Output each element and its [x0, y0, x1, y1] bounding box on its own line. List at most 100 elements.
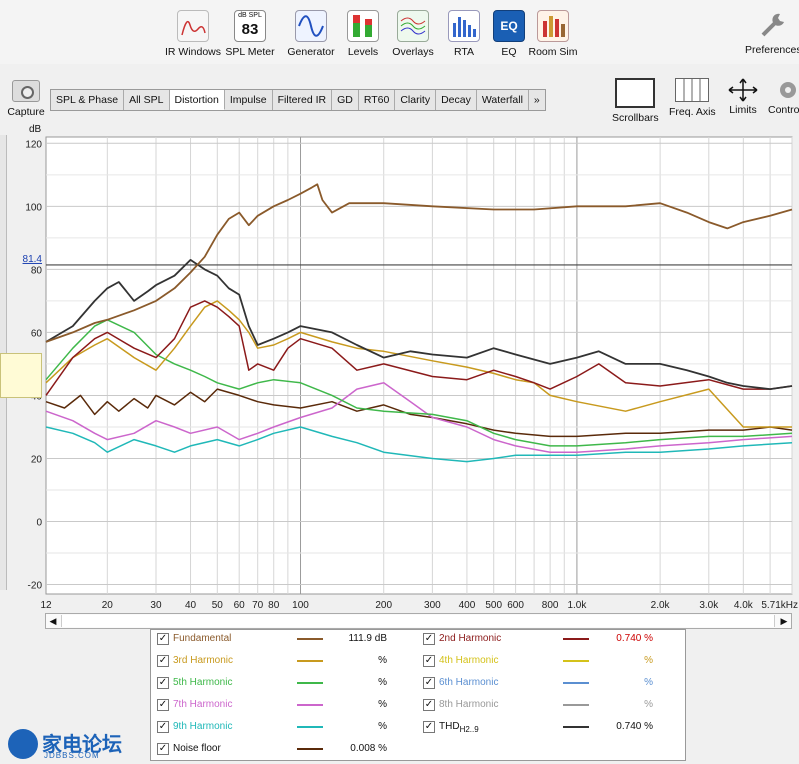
legend-row-9th-harmonic[interactable]: ✓ 9th Harmonic %	[151, 718, 413, 738]
tab-more[interactable]: »	[533, 94, 540, 106]
legend-label: 2nd Harmonic	[439, 633, 502, 644]
checkbox-8th-harmonic[interactable]: ✓	[423, 699, 435, 711]
checkbox-thd[interactable]: ✓	[423, 721, 435, 733]
spl-meter-button[interactable]: dB SPL 83 SPL Meter	[219, 10, 281, 58]
spl-meter-icon: dB SPL 83	[234, 10, 266, 42]
distortion-chart[interactable]: 120100806040200-201220304050607080100200…	[0, 133, 799, 611]
y-axis-unit: dB	[29, 124, 42, 135]
legend-swatch	[563, 638, 589, 640]
rta-icon	[448, 10, 480, 42]
legend-swatch	[297, 682, 323, 684]
legend-swatch	[563, 704, 589, 706]
horizontal-scrollbar[interactable]: ◀ ▶	[45, 613, 792, 629]
legend-swatch	[297, 748, 323, 750]
limits-button[interactable]: Limits	[727, 78, 759, 116]
checkbox-3rd-harmonic[interactable]: ✓	[157, 655, 169, 667]
x-tick-label: 100	[292, 600, 309, 611]
scrollbars-label: Scrollbars	[612, 112, 659, 124]
generator-button[interactable]: Generator	[280, 10, 342, 58]
room-sim-icon	[537, 10, 569, 42]
checkbox-fundamental[interactable]: ✓	[157, 633, 169, 645]
checkbox-4th-harmonic[interactable]: ✓	[423, 655, 435, 667]
tab-rt60[interactable]: RT60	[359, 90, 396, 110]
preferences-label: Preferences	[745, 44, 799, 56]
x-tick-label: 3.0k	[699, 600, 719, 611]
scroll-left-arrow-icon[interactable]: ◀	[49, 616, 57, 626]
legend-swatch	[563, 726, 589, 728]
eq-icon: EQ	[493, 10, 525, 42]
legend-label: 7th Harmonic	[173, 699, 233, 710]
legend-swatch	[563, 682, 589, 684]
scroll-right-arrow-icon[interactable]: ▶	[780, 616, 788, 626]
checkbox-7th-harmonic[interactable]: ✓	[157, 699, 169, 711]
tab-decay[interactable]: Decay	[436, 90, 477, 110]
capture-button[interactable]: Capture	[6, 80, 46, 118]
x-tick-label: 80	[268, 600, 280, 611]
tab-gd[interactable]: GD	[332, 90, 359, 110]
ir-windows-label: IR Windows	[164, 46, 221, 58]
freq-axis-icon	[675, 78, 710, 102]
legend-value: %	[378, 721, 387, 732]
legend-value: %	[378, 677, 387, 688]
series-line-thd-h2-9	[45, 259, 793, 390]
level-bars-icon	[347, 10, 379, 42]
levels-button[interactable]: Levels	[332, 10, 394, 58]
room-sim-button[interactable]: Room Sim	[522, 10, 584, 58]
legend-swatch	[563, 660, 589, 662]
x-tick-label: 5.71kHz	[761, 600, 798, 611]
x-tick-label: 1.0k	[567, 600, 587, 611]
overlays-button[interactable]: Overlays	[382, 10, 444, 58]
tab-waterfall[interactable]: Waterfall	[477, 90, 529, 110]
legend-value: 0.740 %	[616, 721, 653, 732]
legend-label: 3rd Harmonic	[173, 655, 234, 666]
tab-distortion[interactable]: Distortion	[169, 90, 225, 110]
series-line-3rd-harmonic	[45, 300, 792, 428]
camera-icon	[12, 80, 40, 102]
thd-subscript: H2..9	[459, 725, 479, 734]
eq-button[interactable]: EQ EQ	[478, 10, 540, 58]
legend-row-5th-harmonic[interactable]: ✓ 5th Harmonic %	[151, 674, 413, 694]
ir-windows-button[interactable]: IR Windows	[162, 10, 224, 58]
scroll-thumb[interactable]	[61, 615, 775, 627]
main-toolbar: IR Windows dB SPL 83 SPL Meter Generator…	[0, 0, 799, 64]
tab-spl-phase[interactable]: SPL & Phase	[51, 90, 125, 110]
legend-row-thd[interactable]: ✓ THDH2..9 0.740 %	[417, 718, 679, 738]
scrollbars-icon	[615, 78, 656, 108]
cursor-level-label: 81.4	[23, 254, 43, 265]
controls-button[interactable]: Controls	[768, 78, 799, 116]
tab-impulse[interactable]: Impulse	[225, 90, 273, 110]
spl-meter-label: SPL Meter	[225, 46, 275, 58]
legend-row-3rd-harmonic[interactable]: ✓ 3rd Harmonic %	[151, 652, 413, 672]
x-tick-label: 60	[234, 600, 246, 611]
legend-row-2nd-harmonic[interactable]: ✓ 2nd Harmonic 0.740 %	[417, 630, 679, 650]
tab-all-spl[interactable]: All SPL	[124, 90, 170, 110]
tab-filtered-ir[interactable]: Filtered IR	[273, 90, 333, 110]
legend-value: 0.008 %	[350, 743, 387, 754]
preferences-button[interactable]: Preferences	[745, 10, 799, 56]
legend-label: 8th Harmonic	[439, 699, 499, 710]
x-tick-label: 500	[485, 600, 502, 611]
freq-axis-button[interactable]: Freq. Axis	[669, 78, 716, 118]
legend-row-fundamental[interactable]: ✓ Fundamental 111.9 dB	[151, 630, 413, 650]
checkbox-noise-floor[interactable]: ✓	[157, 743, 169, 755]
legend-row-noise-floor[interactable]: ✓ Noise floor 0.008 %	[151, 740, 413, 760]
checkbox-6th-harmonic[interactable]: ✓	[423, 677, 435, 689]
rta-button[interactable]: RTA	[433, 10, 495, 58]
checkbox-2nd-harmonic[interactable]: ✓	[423, 633, 435, 645]
x-tick-label: 300	[424, 600, 441, 611]
legend-row-4th-harmonic[interactable]: ✓ 4th Harmonic %	[417, 652, 679, 672]
tab-clarity[interactable]: Clarity	[395, 90, 437, 110]
legend-label: 4th Harmonic	[439, 655, 499, 666]
legend-row-6th-harmonic[interactable]: ✓ 6th Harmonic %	[417, 674, 679, 694]
checkbox-5th-harmonic[interactable]: ✓	[157, 677, 169, 689]
checkbox-9th-harmonic[interactable]: ✓	[157, 721, 169, 733]
legend-row-7th-harmonic[interactable]: ✓ 7th Harmonic %	[151, 696, 413, 716]
legend-row-8th-harmonic[interactable]: ✓ 8th Harmonic %	[417, 696, 679, 716]
legend-value: %	[378, 699, 387, 710]
limits-arrows-icon	[727, 78, 759, 102]
y-tick-label: 60	[31, 328, 43, 339]
x-tick-label: 30	[150, 600, 162, 611]
x-tick-label: 50	[212, 600, 224, 611]
scrollbars-button[interactable]: Scrollbars	[612, 78, 659, 124]
controls-label: Controls	[768, 104, 799, 116]
